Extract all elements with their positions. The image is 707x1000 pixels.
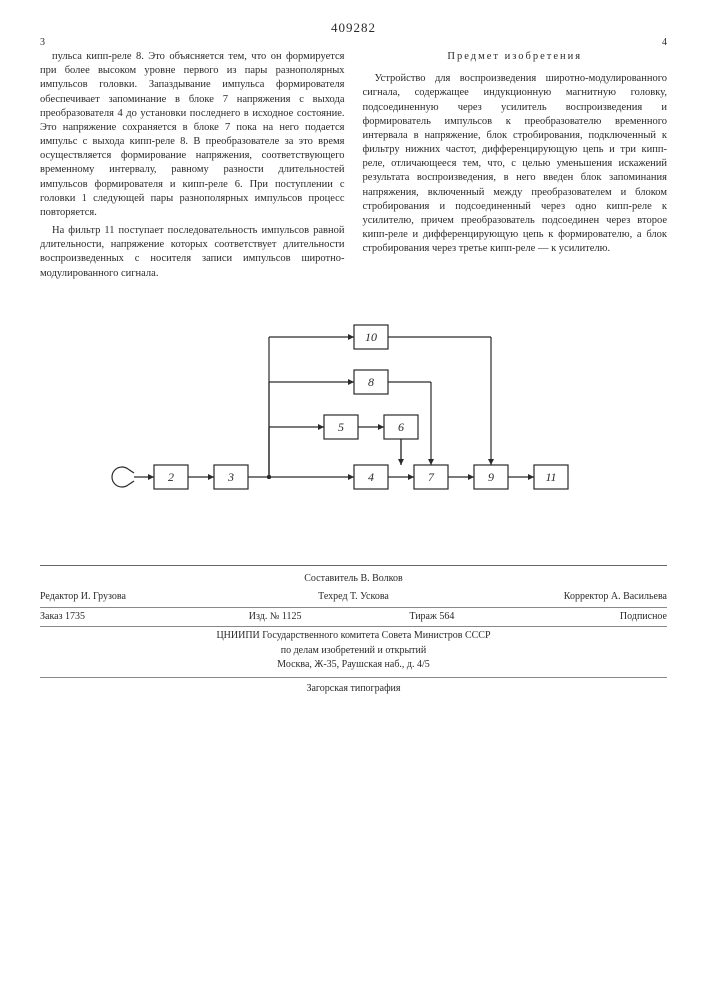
order-no: Заказ 1735	[40, 610, 197, 625]
org-line2: по делам изобретений и открытий	[40, 644, 667, 659]
page-marker-left: 3	[40, 36, 45, 50]
doc-number: 409282	[40, 20, 667, 36]
printer: Загорская типография	[40, 678, 667, 697]
page-marker-right: 4	[662, 36, 667, 50]
claims-heading: Предмет изобретения	[363, 50, 668, 64]
svg-text:10: 10	[365, 330, 377, 344]
org-addr: Москва, Ж-35, Раушская наб., д. 4/5	[40, 658, 667, 673]
right-column: 4 Предмет изобретения Устройство для вос…	[363, 50, 668, 285]
corrector: Корректор А. Васильева	[458, 590, 667, 605]
svg-text:3: 3	[227, 470, 234, 484]
editor: Редактор И. Грузова	[40, 590, 249, 605]
left-p1: пульса кипп-реле 8. Это объясняется тем,…	[40, 50, 345, 220]
svg-text:9: 9	[488, 470, 494, 484]
subscription: Подписное	[510, 610, 667, 625]
svg-text:6: 6	[398, 420, 404, 434]
block-diagram: 2 3 4 7 9 11 5 6 8 10	[94, 315, 614, 515]
svg-text:8: 8	[368, 375, 374, 389]
svg-text:5: 5	[338, 420, 344, 434]
tech-editor: Техред Т. Ускова	[249, 590, 458, 605]
tiraj: Тираж 564	[354, 610, 511, 625]
svg-text:11: 11	[545, 470, 556, 484]
text-columns: 3 пульса кипп-реле 8. Это объясняется те…	[40, 50, 667, 285]
left-p2: На фильтр 11 поступает последовательност…	[40, 224, 345, 281]
izd-no: Изд. № 1125	[197, 610, 354, 625]
compiler: Составитель В. Волков	[304, 572, 403, 587]
svg-text:4: 4	[368, 470, 374, 484]
svg-text:2: 2	[168, 470, 174, 484]
right-p1: Устройство для воспроизведения широтно-м…	[363, 72, 668, 256]
left-column: 3 пульса кипп-реле 8. Это объясняется те…	[40, 50, 345, 285]
page: 409282 3 пульса кипп-реле 8. Это объясня…	[0, 0, 707, 726]
svg-text:7: 7	[428, 470, 435, 484]
org-line1: ЦНИИПИ Государственного комитета Совета …	[40, 629, 667, 644]
footer: Составитель В. Волков Редактор И. Грузов…	[40, 565, 667, 697]
